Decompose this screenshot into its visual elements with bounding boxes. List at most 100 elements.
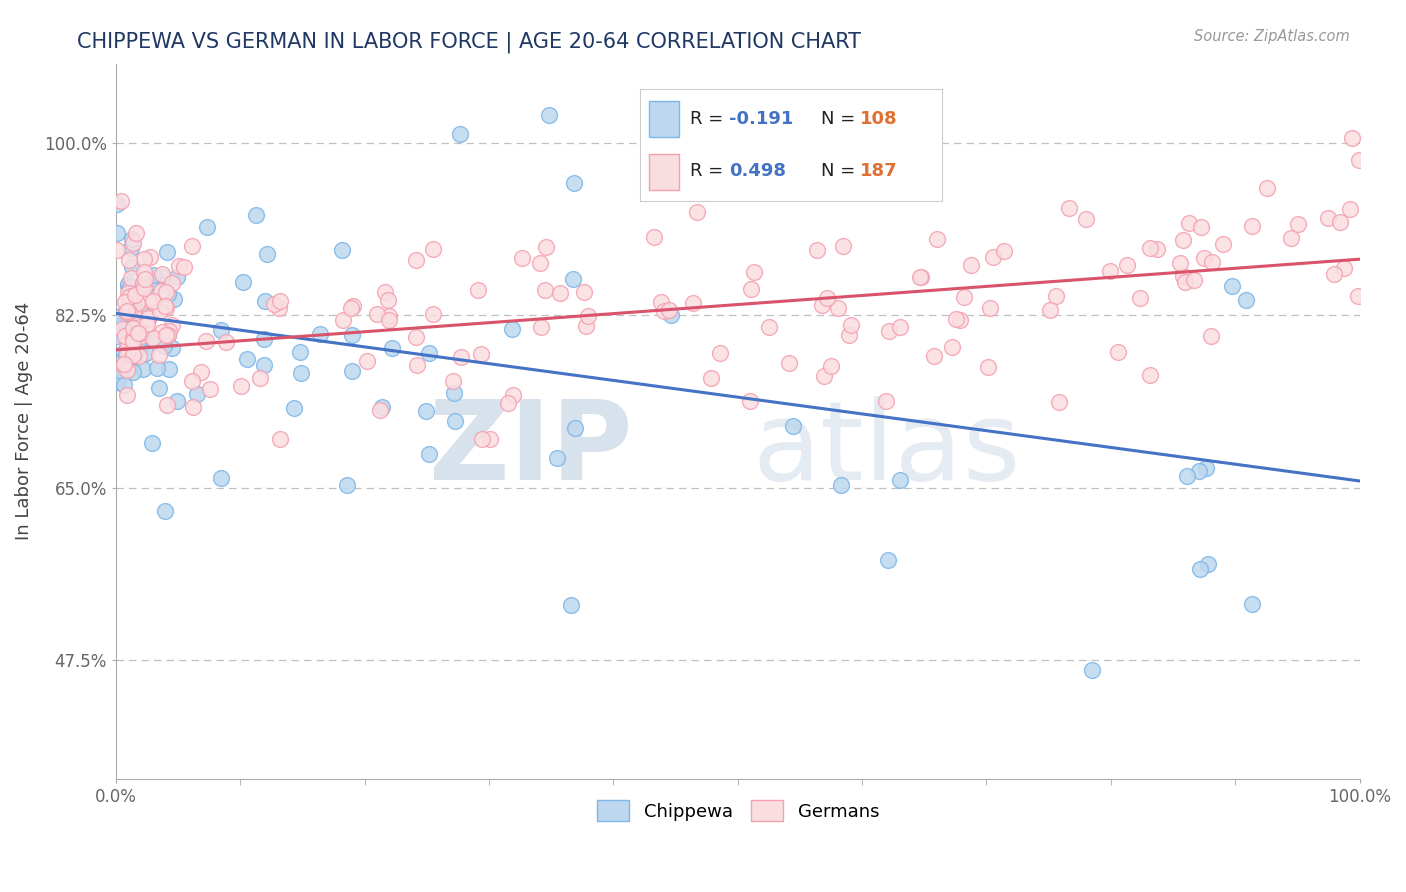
Point [810,298,832,312]
Point [643,230,665,244]
Point [121,358,143,372]
Point [534,283,557,297]
Point [709,346,731,360]
Point [949,312,972,326]
Legend: Chippewa, Germans: Chippewa, Germans [588,791,889,830]
Point [953,290,976,304]
Point [576,309,599,323]
Point [149,303,172,318]
Point [1212,236,1234,251]
Point [181,400,204,414]
Point [141,330,163,344]
Point [1115,258,1137,272]
Point [117,285,139,300]
Point [186,387,208,401]
Point [132,312,155,326]
Point [758,320,780,334]
Point [1081,663,1104,677]
Point [659,308,682,322]
Point [149,277,172,292]
Point [778,356,800,370]
Point [209,471,232,485]
Point [128,317,150,331]
Point [135,317,157,331]
Text: atlas: atlas [752,396,1021,503]
Point [269,432,291,446]
Point [156,286,179,301]
Point [122,321,145,335]
Point [138,310,160,324]
Point [941,340,963,354]
Point [877,553,900,567]
Point [150,326,173,340]
Point [121,331,143,345]
Text: Source: ZipAtlas.com: Source: ZipAtlas.com [1194,29,1350,44]
Point [153,299,176,313]
Point [153,339,176,353]
Point [1341,131,1364,145]
Point [981,250,1004,264]
Point [889,473,911,487]
Point [443,414,465,428]
Point [148,348,170,362]
Point [117,337,139,351]
Point [115,340,138,354]
Point [1098,264,1121,278]
Point [650,295,672,310]
Point [132,276,155,290]
Point [124,343,146,358]
Point [1173,234,1195,248]
Point [132,311,155,326]
Point [121,290,143,304]
Point [127,326,149,340]
Point [1039,303,1062,318]
Point [155,328,177,343]
Point [155,285,177,299]
Point [131,312,153,326]
Point [1174,275,1197,289]
Text: R =: R = [689,110,728,128]
Point [478,432,501,446]
Point [173,260,195,274]
Point [129,328,152,343]
Point [153,504,176,518]
Point [115,349,138,363]
Point [115,347,138,361]
Point [340,328,363,343]
Point [129,304,152,318]
Point [686,205,709,219]
Point [121,232,143,246]
Point [253,332,276,346]
Point [139,250,162,264]
Point [908,269,931,284]
Point [150,284,173,298]
Text: ZIP: ZIP [429,396,633,503]
Point [117,363,139,377]
Point [1128,291,1150,305]
Point [450,350,472,364]
FancyBboxPatch shape [648,102,679,137]
Point [1256,180,1278,194]
Point [572,285,595,299]
Point [105,226,128,240]
Point [806,243,828,257]
Point [128,321,150,335]
Point [889,320,911,334]
FancyBboxPatch shape [648,153,679,189]
Text: N =: N = [821,162,860,180]
Point [377,310,399,324]
Point [366,307,388,321]
Point [124,344,146,359]
Point [406,358,429,372]
Point [830,477,852,491]
Point [290,367,312,381]
Point [546,451,568,466]
Point [134,252,156,266]
Point [374,285,396,299]
Point [166,394,188,409]
Point [1201,255,1223,269]
Point [575,319,598,334]
Text: N =: N = [821,110,860,128]
Point [114,295,136,310]
Point [443,385,465,400]
